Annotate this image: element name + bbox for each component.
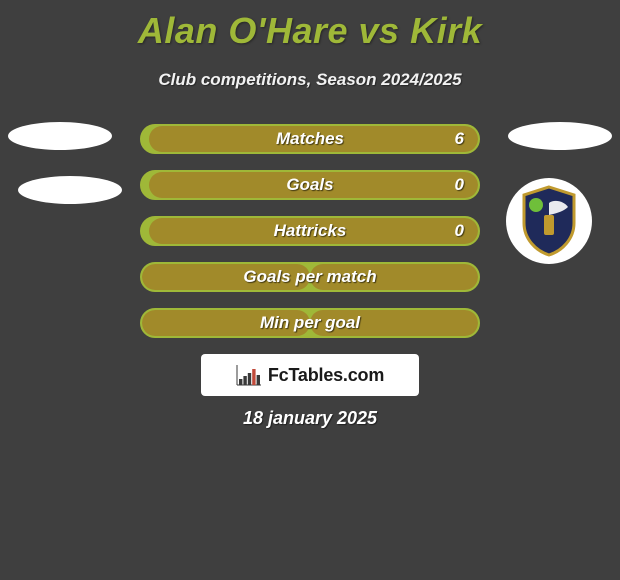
subtitle: Club competitions, Season 2024/2025 <box>0 70 620 90</box>
stat-bar: Hattricks0 <box>140 216 480 246</box>
bar-right-value: 6 <box>455 126 464 152</box>
logo-text: FcTables.com <box>268 365 384 386</box>
left-avatar-placeholder-2 <box>18 176 122 204</box>
bar-label: Min per goal <box>142 310 478 336</box>
bar-chart-icon <box>236 364 262 386</box>
bar-label: Matches <box>142 126 478 152</box>
shield-icon <box>518 185 580 257</box>
date-label: 18 january 2025 <box>0 408 620 429</box>
bar-label: Hattricks <box>142 218 478 244</box>
stat-bar: Min per goal <box>140 308 480 338</box>
left-avatar-placeholder-1 <box>8 122 112 150</box>
page-title: Alan O'Hare vs Kirk <box>0 0 620 52</box>
bar-label: Goals <box>142 172 478 198</box>
bar-right-value: 0 <box>455 172 464 198</box>
right-avatar-placeholder <box>508 122 612 150</box>
bar-label: Goals per match <box>142 264 478 290</box>
stats-bars: Matches6Goals0Hattricks0Goals per matchM… <box>140 124 480 354</box>
stat-bar: Matches6 <box>140 124 480 154</box>
stat-bar: Goals per match <box>140 262 480 292</box>
bar-right-value: 0 <box>455 218 464 244</box>
logo-strip: FcTables.com <box>201 354 419 396</box>
stat-bar: Goals0 <box>140 170 480 200</box>
club-crest <box>506 178 592 264</box>
